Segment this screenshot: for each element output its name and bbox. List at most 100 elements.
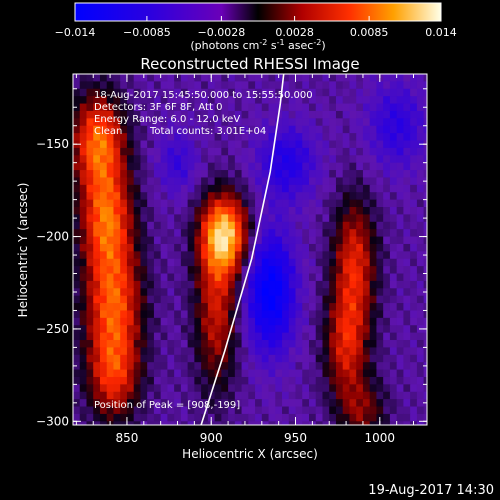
heatmap-cell	[282, 369, 290, 378]
heatmap-cell	[79, 74, 88, 82]
heatmap-cell	[255, 140, 263, 149]
heatmap-cell	[120, 236, 128, 245]
heatmap-cell	[369, 391, 378, 400]
heatmap-cell	[362, 310, 371, 319]
heatmap-cell	[261, 303, 270, 312]
heatmap-cell	[86, 362, 94, 371]
heatmap-cell	[147, 421, 155, 425]
heatmap-cell	[309, 88, 317, 97]
heatmap-cell	[376, 170, 384, 179]
heatmap-cell	[79, 155, 88, 164]
heatmap-cell	[369, 369, 378, 378]
heatmap-cell	[207, 236, 216, 245]
heatmap-cell	[180, 110, 189, 119]
heatmap-cell	[93, 340, 101, 349]
heatmap-cell	[153, 340, 162, 349]
heatmap-cell	[201, 103, 209, 112]
heatmap-cell	[302, 251, 310, 260]
heatmap-cell	[329, 192, 337, 201]
heatmap-cell	[248, 170, 256, 179]
heatmap-cell	[302, 369, 310, 378]
heatmap-cell	[383, 273, 391, 282]
heatmap-cell	[302, 243, 310, 252]
heatmap-cell	[309, 354, 317, 363]
heatmap-cell	[322, 258, 330, 267]
heatmap-cell	[147, 243, 155, 252]
heatmap-cell	[389, 399, 398, 408]
heatmap-cell	[369, 110, 378, 119]
heatmap-cell	[86, 273, 94, 282]
heatmap-cell	[410, 140, 418, 149]
heatmap-cell	[221, 391, 229, 400]
heatmap-cell	[214, 340, 222, 349]
heatmap-cell	[349, 310, 357, 319]
heatmap-cell	[423, 317, 427, 326]
heatmap-cell	[160, 214, 168, 223]
heatmap-cell	[322, 96, 330, 105]
heatmap-cell	[214, 421, 222, 425]
heatmap-cell	[396, 155, 404, 164]
heatmap-cell	[194, 147, 202, 156]
heatmap-cell	[120, 362, 128, 371]
heatmap-cell	[295, 310, 303, 319]
heatmap-cell	[329, 310, 337, 319]
heatmap-cell	[248, 391, 256, 400]
heatmap-cell	[187, 88, 195, 97]
heatmap-cell	[106, 280, 115, 289]
heatmap-cell	[174, 317, 182, 326]
heatmap-cell	[167, 177, 175, 186]
heatmap-cell	[79, 88, 88, 97]
heatmap-cell	[288, 74, 297, 82]
heatmap-cell	[410, 221, 418, 230]
heatmap-cell	[113, 258, 121, 267]
heatmap-cell	[113, 214, 121, 223]
heatmap-cell	[126, 391, 135, 400]
heatmap-cell	[126, 147, 135, 156]
heatmap-cell	[201, 399, 209, 408]
heatmap-cell	[167, 362, 175, 371]
heatmap-cell	[228, 266, 236, 275]
heatmap-cell	[180, 118, 189, 127]
heatmap-cell	[93, 273, 101, 282]
heatmap-cell	[113, 273, 121, 282]
heatmap-cell	[147, 251, 155, 260]
heatmap-cell	[120, 243, 128, 252]
heatmap-cell	[228, 81, 236, 90]
heatmap-cell	[335, 384, 344, 393]
heatmap-cell	[228, 199, 236, 208]
heatmap-cell	[349, 369, 357, 378]
heatmap-cell	[221, 251, 229, 260]
heatmap-cell	[133, 162, 142, 171]
heatmap-cell	[255, 376, 263, 385]
heatmap-cell	[180, 266, 189, 275]
heatmap-cell	[261, 96, 270, 105]
heatmap-cell	[255, 340, 263, 349]
heatmap-cell	[167, 125, 175, 134]
heatmap-cell	[126, 177, 135, 186]
colorbar	[74, 2, 442, 22]
heatmap-cell	[302, 310, 310, 319]
heatmap-cell	[389, 406, 398, 415]
heatmap-cell	[113, 192, 121, 201]
heatmap-cell	[93, 118, 101, 127]
heatmap-cell	[389, 229, 398, 238]
heatmap-cell	[187, 221, 195, 230]
heatmap-cell	[228, 103, 236, 112]
heatmap-cell	[295, 347, 303, 356]
heatmap-cell	[248, 133, 256, 142]
heatmap-cell	[99, 354, 108, 363]
heatmap-cell	[201, 74, 209, 82]
heatmap-cell	[255, 81, 263, 90]
heatmap-cell	[376, 229, 384, 238]
heatmap-cell	[106, 147, 115, 156]
heatmap-cell	[106, 155, 115, 164]
heatmap-cell	[403, 258, 411, 267]
heatmap-cell	[167, 88, 175, 97]
heatmap-cell	[302, 399, 310, 408]
heatmap-cell	[288, 140, 297, 149]
heatmap-cell	[383, 266, 391, 275]
heatmap-cell	[180, 221, 189, 230]
heatmap-cell	[329, 251, 337, 260]
heatmap-cell	[302, 317, 310, 326]
heatmap-cell	[234, 376, 243, 385]
